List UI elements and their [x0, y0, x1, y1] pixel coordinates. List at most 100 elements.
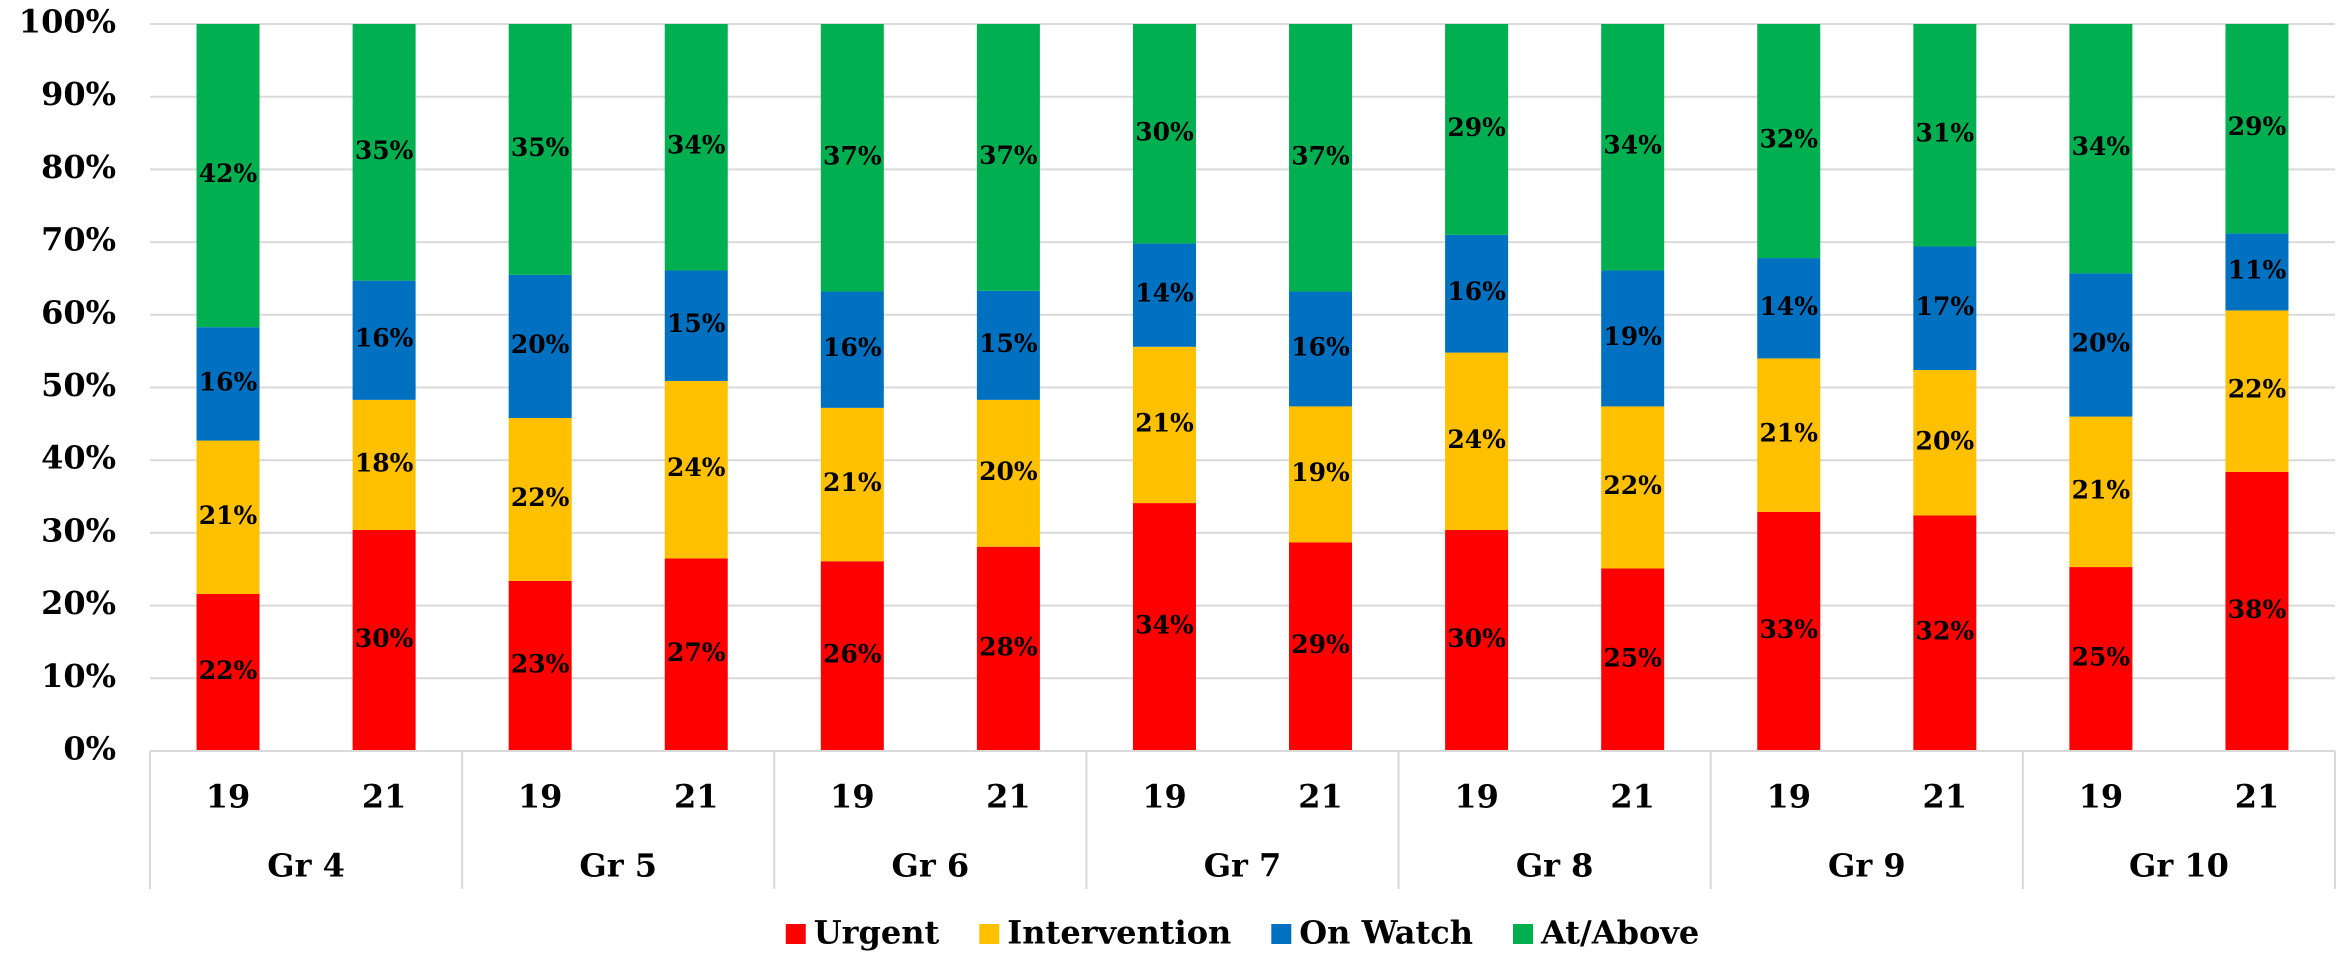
bar-segment [2069, 567, 2133, 751]
bar-segment [2225, 471, 2289, 751]
data-label: 16% [1291, 332, 1350, 361]
bar-segment [1601, 270, 1665, 407]
data-label: 22% [199, 656, 258, 685]
x-tick-label: 19 [1454, 778, 1499, 816]
y-tick-label: 30% [41, 511, 116, 549]
data-label: 21% [823, 468, 882, 497]
bar-segment [1289, 24, 1353, 292]
data-label: 31% [1916, 119, 1975, 148]
data-label: 20% [979, 457, 1038, 486]
bar-segment [1445, 529, 1509, 751]
data-label: 21% [2072, 475, 2131, 504]
group-label: Gr 6 [892, 847, 970, 885]
data-label: 19% [1291, 458, 1350, 487]
data-label: 30% [1135, 117, 1194, 146]
y-tick-label: 70% [41, 221, 116, 259]
data-label: 15% [979, 329, 1038, 358]
bar-segment [1445, 234, 1509, 353]
data-label: 35% [355, 136, 414, 165]
bar-segment [1132, 503, 1196, 751]
legend-swatch [1513, 924, 1534, 944]
x-tick-label: 21 [2235, 778, 2280, 816]
bar-segment [508, 24, 572, 275]
bar-segment [2225, 233, 2289, 311]
group-label: Gr 4 [267, 847, 345, 885]
y-tick-label: 10% [41, 657, 116, 695]
data-label: 16% [1447, 277, 1506, 306]
bar-segment [976, 399, 1040, 547]
x-tick-label: 19 [1142, 778, 1187, 816]
data-label: 16% [823, 333, 882, 362]
x-tick-label: 21 [1923, 778, 1968, 816]
legend-label: Urgent [814, 914, 940, 952]
data-label: 25% [1603, 643, 1662, 672]
data-label: 34% [667, 131, 726, 160]
bar-segment [820, 291, 884, 408]
bar-segment [352, 529, 416, 751]
y-tick-label: 100% [19, 3, 116, 41]
data-label: 17% [1916, 292, 1975, 321]
data-label: 38% [2228, 595, 2287, 624]
bar-segment [1757, 358, 1821, 512]
bar-segment [1601, 24, 1665, 271]
group-label: Gr 10 [2129, 847, 2229, 885]
data-label: 20% [1916, 426, 1975, 455]
bar-segment [820, 561, 884, 751]
data-label: 26% [823, 640, 882, 669]
bar-segment [508, 580, 572, 751]
data-label: 34% [1135, 611, 1194, 640]
legend-swatch [785, 924, 806, 944]
bar-segment [2069, 416, 2133, 568]
data-label: 21% [1759, 419, 1818, 448]
group-label: Gr 8 [1516, 847, 1594, 885]
bar-segment [352, 399, 416, 530]
legend-swatch [979, 924, 1000, 944]
bar-segment [1913, 24, 1977, 247]
y-tick-label: 20% [41, 584, 116, 622]
y-tick-label: 40% [41, 439, 116, 477]
bar-segment [1289, 542, 1353, 751]
x-tick-label: 19 [830, 778, 875, 816]
x-tick-label: 19 [1766, 778, 1811, 816]
data-label: 37% [823, 141, 882, 170]
bar-segment [196, 327, 260, 441]
data-label: 30% [1447, 624, 1506, 653]
bar-segment [1601, 406, 1665, 569]
bar-segment [2069, 273, 2133, 417]
bar-segment [664, 24, 728, 271]
bar-segment [820, 407, 884, 562]
bar-segment [1132, 24, 1196, 244]
x-tick-label: 19 [2079, 778, 2124, 816]
bar-segment [1913, 515, 1977, 751]
data-label: 22% [2228, 375, 2287, 404]
data-label: 28% [979, 632, 1038, 661]
group-label: Gr 5 [579, 847, 657, 885]
bar-segment [664, 380, 728, 559]
data-label: 19% [1603, 322, 1662, 351]
data-label: 24% [1447, 425, 1506, 454]
data-label: 33% [1759, 615, 1818, 644]
data-label: 34% [1603, 131, 1662, 160]
y-tick-label: 90% [41, 75, 116, 113]
bar-segment [1132, 243, 1196, 347]
bar-segment [2225, 24, 2289, 234]
data-label: 25% [2072, 643, 2131, 672]
bar-segment [1757, 511, 1821, 751]
data-label: 16% [199, 367, 258, 396]
bar-segment [976, 24, 1040, 291]
legend-label: On Watch [1299, 914, 1473, 952]
data-label: 37% [979, 141, 1038, 170]
data-label: 35% [511, 133, 570, 162]
bar-segment [1289, 291, 1353, 407]
data-label: 23% [511, 649, 570, 678]
data-label: 22% [1603, 471, 1662, 500]
data-label: 20% [2072, 328, 2131, 357]
y-tick-label: 60% [41, 293, 116, 331]
data-label: 42% [199, 159, 258, 188]
bar-segment [820, 24, 884, 292]
bar-segment [1601, 568, 1665, 751]
bar-segment [1289, 406, 1353, 543]
bar-segment [664, 270, 728, 381]
group-label: Gr 7 [1204, 847, 1282, 885]
